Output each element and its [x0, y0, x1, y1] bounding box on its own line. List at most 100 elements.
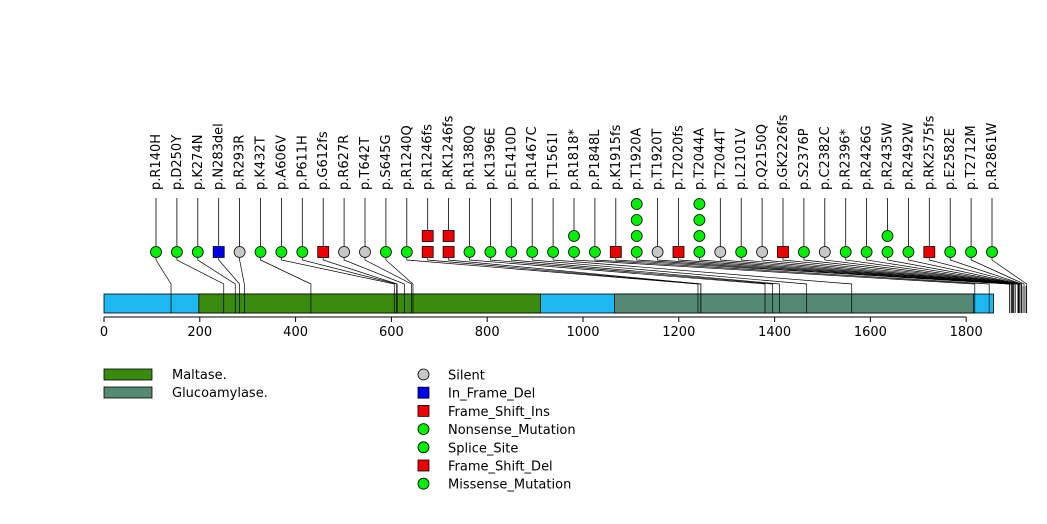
mutation-marker-frame-shift-del[interactable]: [923, 246, 936, 258]
mutation-marker-missense-mutation[interactable]: [881, 230, 894, 242]
mutation-label: p.N283del: [212, 123, 227, 190]
mutation-marker-missense-mutation[interactable]: [254, 246, 267, 258]
x-tick-label: 600: [379, 325, 404, 340]
mutation-marker-missense-mutation[interactable]: [568, 246, 580, 258]
mutation-label: p.T1561I: [546, 133, 561, 190]
domain-maltase: [198, 293, 541, 314]
mutation-marker-frame-shift-del[interactable]: [442, 246, 455, 258]
mutation-marker-missense-mutation[interactable]: [150, 246, 162, 258]
mutation-marker-frame-shift-ins[interactable]: [421, 230, 434, 242]
mutation-marker-missense-mutation[interactable]: [463, 246, 476, 258]
mutation-label: p.A606V: [274, 135, 289, 190]
mutation-marker-missense-mutation[interactable]: [526, 246, 539, 258]
mutation-marker-frame-shift-del[interactable]: [317, 246, 330, 258]
mutation-label: p.P1848L: [588, 129, 603, 190]
mutation-label: p.R2396*: [839, 128, 854, 190]
mutation-label: p.R1467C: [525, 126, 540, 190]
mutation-label: p.T2712M: [964, 125, 979, 190]
x-tick-label: 1800: [950, 325, 983, 340]
mutation-label: p.S2376P: [797, 128, 812, 190]
mutation-marker-frame-shift-ins[interactable]: [442, 230, 455, 242]
mutation-marker-nonsense-mutation[interactable]: [839, 246, 852, 258]
mutation-label: p.R2435W: [881, 122, 896, 190]
mutation-marker-missense-mutation[interactable]: [881, 246, 894, 258]
mutation-marker-missense-mutation[interactable]: [630, 246, 643, 258]
mutation-marker-missense-mutation[interactable]: [798, 246, 810, 258]
x-tick-label: 800: [475, 325, 500, 340]
x-tick-label: 200: [187, 325, 212, 340]
mutation-marker-missense-mutation[interactable]: [275, 246, 288, 258]
x-tick-label: 1000: [566, 325, 599, 340]
mutation-label: p.K432T: [254, 136, 269, 190]
mutation-marker-missense-mutation[interactable]: [630, 214, 643, 226]
x-tick-label: 400: [283, 325, 308, 340]
mutation-label: p.R293R: [233, 135, 248, 190]
mutation-marker-silent[interactable]: [233, 246, 246, 258]
mutation-marker-missense-mutation[interactable]: [170, 246, 183, 258]
legend-symbol-in-frame-del: [417, 386, 430, 399]
mutation-label: p.R627R: [337, 135, 352, 190]
mutation-marker-in-frame-del[interactable]: [212, 246, 225, 258]
mutation-marker-missense-mutation[interactable]: [735, 246, 748, 258]
mutation-marker-missense-mutation[interactable]: [484, 246, 497, 258]
x-tick-label: 1400: [758, 325, 791, 340]
legend-label-mutation: Nonsense_Mutation: [448, 423, 576, 438]
mutation-label: p.T2044A: [692, 128, 707, 190]
mutation-marker-missense-mutation[interactable]: [589, 246, 601, 258]
mutation-label: p.R1380Q: [463, 125, 478, 190]
legend-label-mutation: Missense_Mutation: [448, 478, 571, 493]
mutation-marker-frame-shift-del[interactable]: [672, 246, 685, 258]
mutation-marker-missense-mutation[interactable]: [693, 214, 706, 226]
mutation-label: p.E2582E: [943, 128, 958, 190]
mutation-marker-missense-mutation[interactable]: [630, 230, 643, 242]
legend-label-mutation: Frame_Shift_Ins: [448, 405, 550, 420]
mutation-marker-missense-mutation[interactable]: [400, 246, 413, 258]
mutation-label: p.G612fs: [316, 131, 331, 190]
mutation-marker-frame-shift-del[interactable]: [777, 246, 789, 258]
mutation-marker-missense-mutation[interactable]: [944, 246, 957, 258]
mutation-label: p.T1920A: [630, 128, 645, 190]
mutation-marker-missense-mutation[interactable]: [379, 246, 392, 258]
legend-label-mutation: Silent: [448, 369, 485, 384]
mutation-marker-missense-mutation[interactable]: [693, 230, 706, 242]
mutation-label: p.R1818*: [567, 128, 582, 190]
mutation-marker-silent[interactable]: [818, 246, 831, 258]
legend-label-domain: Glucoamylase.: [172, 386, 268, 401]
x-tick-label: 1600: [854, 325, 887, 340]
mutation-marker-silent[interactable]: [338, 246, 351, 258]
mutation-marker-missense-mutation[interactable]: [630, 198, 643, 210]
mutation-label: p.Q2150Q: [755, 124, 770, 190]
mutation-marker-missense-mutation[interactable]: [965, 246, 977, 258]
mutation-marker-missense-mutation[interactable]: [986, 246, 998, 258]
legend-label-mutation: Frame_Shift_Del: [448, 460, 553, 475]
mutation-marker-silent[interactable]: [359, 246, 371, 258]
mutation-marker-silent[interactable]: [714, 246, 727, 258]
mutation-marker-missense-mutation[interactable]: [296, 246, 309, 258]
mutation-marker-frame-shift-del[interactable]: [421, 246, 434, 258]
mutation-marker-silent[interactable]: [651, 246, 664, 258]
legend-label-mutation: In_Frame_Del: [448, 387, 535, 402]
legend-symbol-missense-mutation: [417, 477, 430, 490]
mutation-label: p.L2101V: [734, 128, 749, 190]
legend-symbol-splice-site: [417, 441, 430, 454]
mutation-label: p.T642T: [358, 137, 373, 190]
mutation-marker-missense-mutation[interactable]: [505, 246, 518, 258]
mutation-marker-frame-shift-del[interactable]: [609, 246, 622, 258]
mutation-label: p.P611H: [295, 135, 310, 190]
legend-swatch-domain: [103, 368, 153, 381]
mutation-marker-nonsense-mutation[interactable]: [568, 230, 580, 242]
legend-label-domain: Maltase.: [172, 368, 227, 383]
mutation-label: p.K274N: [191, 135, 206, 190]
x-tick-label: 1200: [662, 325, 695, 340]
mutation-marker-missense-mutation[interactable]: [902, 246, 915, 258]
mutation-marker-missense-mutation[interactable]: [693, 246, 706, 258]
mutation-marker-missense-mutation[interactable]: [191, 246, 204, 258]
mutation-label: p.K1396E: [483, 128, 498, 190]
legend-label-mutation: Splice_Site: [448, 441, 518, 456]
mutation-marker-silent[interactable]: [756, 246, 768, 258]
mutation-marker-missense-mutation[interactable]: [693, 198, 706, 210]
mutation-marker-missense-mutation[interactable]: [860, 246, 873, 258]
mutation-marker-missense-mutation[interactable]: [547, 246, 559, 258]
mutation-label: p.R1246fs: [421, 124, 436, 190]
